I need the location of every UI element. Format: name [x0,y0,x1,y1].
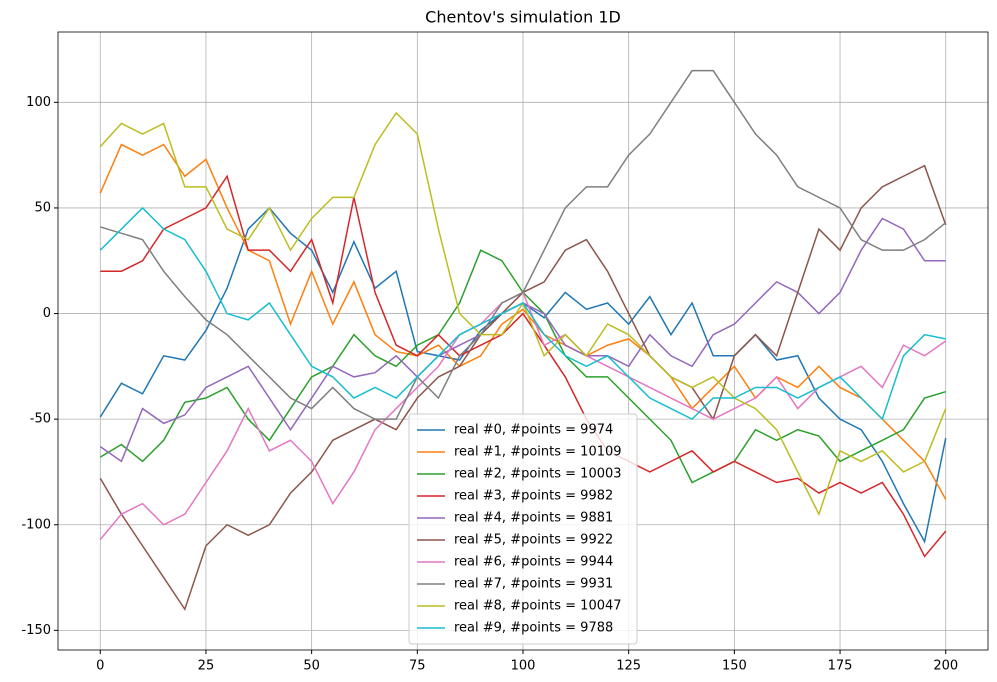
chart-title: Chentov's simulation 1D [425,8,621,27]
x-tick-label: 200 [933,659,958,674]
x-tick-label: 50 [303,659,320,674]
legend-label: real #8, #points = 10047 [454,599,622,614]
legend-label: real #0, #points = 9974 [454,423,613,438]
legend-label: real #5, #points = 9922 [454,533,613,548]
series-line [100,69,947,420]
y-tick-label: 0 [43,306,51,321]
legend-label: real #7, #points = 9931 [454,577,613,592]
legend-label: real #2, #points = 10003 [454,467,622,482]
x-tick-label: 175 [828,659,853,674]
legend-label: real #1, #points = 10109 [454,445,622,460]
legend: real #0, #points = 9974 real #1, #points … [408,413,638,645]
x-tick-label: 75 [409,659,426,674]
legend-label: real #6, #points = 9944 [454,555,613,570]
y-tick-label: -150 [21,623,51,638]
x-tick-label: 125 [616,659,641,674]
x-tick-label: 150 [722,659,747,674]
x-tick-label: 25 [198,659,215,674]
legend-label: real #9, #points = 9788 [454,621,613,636]
legend-label: real #3, #points = 9982 [454,489,613,504]
y-tick-label: -100 [21,517,51,532]
legend-label: real #4, #points = 9881 [454,511,613,526]
y-tick-label: 100 [26,95,51,110]
y-tick-label: 50 [34,200,51,215]
x-tick-label: 0 [96,659,104,674]
series-line [100,174,947,558]
series-line [99,206,946,421]
plot-frame [57,31,989,651]
x-tick-label: 100 [511,659,536,674]
legend-box [408,413,638,645]
y-tick-label: -50 [30,412,51,427]
